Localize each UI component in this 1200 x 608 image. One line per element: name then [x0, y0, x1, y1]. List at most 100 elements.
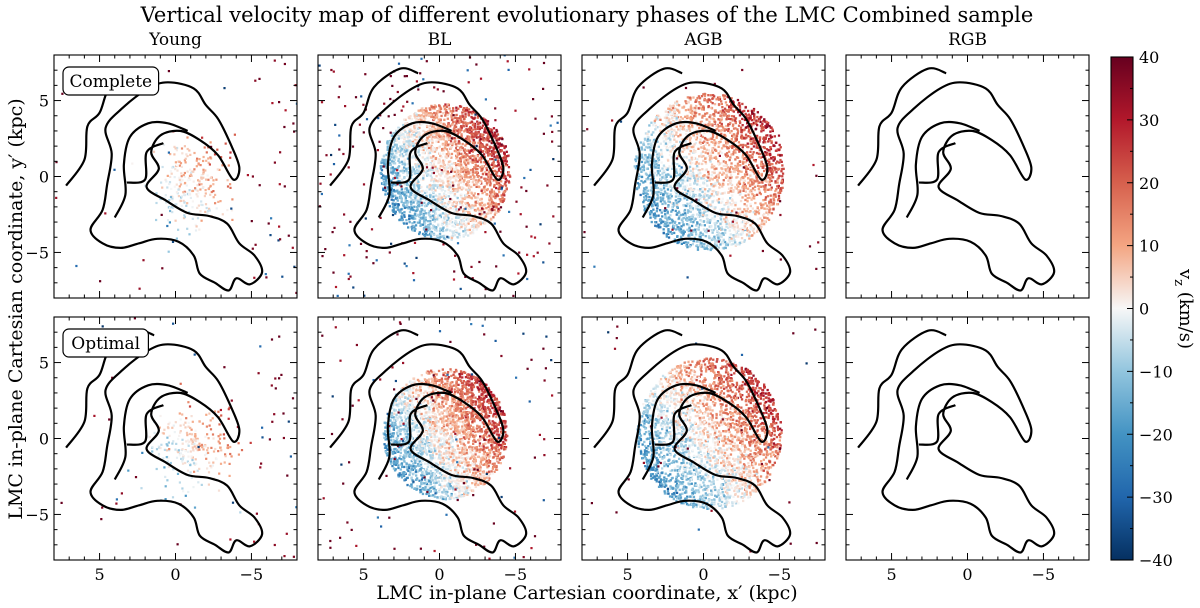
- star-point: [460, 145, 463, 149]
- star-point: [692, 150, 696, 153]
- star-point: [732, 123, 735, 126]
- star-point: [499, 137, 502, 140]
- star-point: [487, 173, 490, 177]
- star-point: [490, 190, 493, 193]
- star-point: [657, 224, 660, 227]
- star-point: [462, 121, 465, 124]
- star-point: [732, 151, 735, 154]
- star-point: [424, 212, 427, 215]
- star-point: [444, 195, 447, 198]
- star-point: [449, 192, 452, 195]
- star-point: [779, 158, 782, 162]
- star-point: [657, 190, 660, 194]
- star-point: [463, 210, 466, 213]
- star-point: [409, 194, 412, 197]
- star-point: [392, 162, 395, 165]
- star-point: [697, 95, 701, 98]
- star-point: [415, 206, 419, 209]
- star-point: [488, 198, 491, 201]
- star-point: [424, 131, 427, 134]
- star-point: [458, 105, 462, 108]
- star-point: [412, 168, 415, 171]
- outlier-point: [403, 262, 406, 265]
- outlier-point: [370, 228, 374, 231]
- outlier-point: [420, 201, 423, 204]
- star-point: [445, 156, 448, 159]
- outlier-point: [542, 132, 545, 135]
- star-point: [713, 215, 716, 218]
- star-point: [383, 175, 386, 178]
- outlier-point: [415, 256, 418, 259]
- star-point: [663, 209, 666, 212]
- star-point: [496, 194, 500, 198]
- star-point: [492, 158, 496, 161]
- star-point: [677, 226, 680, 229]
- star-point: [442, 181, 445, 185]
- star-point: [683, 211, 687, 215]
- star-point: [409, 128, 412, 131]
- star-point: [438, 121, 441, 124]
- star-point: [481, 191, 484, 195]
- star-point: [200, 183, 203, 186]
- star-point: [661, 209, 664, 212]
- star-point: [728, 167, 731, 170]
- star-point: [768, 211, 771, 214]
- star-point: [480, 180, 483, 183]
- star-point: [203, 195, 206, 198]
- star-point: [439, 198, 442, 201]
- star-point: [699, 134, 703, 137]
- star-point: [401, 167, 404, 170]
- star-point: [403, 190, 406, 193]
- star-point: [708, 128, 711, 131]
- star-point: [661, 202, 664, 206]
- star-point: [470, 132, 473, 136]
- star-point: [768, 124, 771, 128]
- star-point: [402, 191, 405, 194]
- star-point: [749, 164, 752, 168]
- star-point: [654, 118, 657, 121]
- outlier-point: [279, 151, 282, 154]
- star-point: [720, 226, 723, 229]
- star-point: [646, 146, 649, 149]
- star-point: [230, 209, 234, 212]
- star-point: [431, 160, 434, 163]
- star-point: [501, 157, 504, 160]
- star-point: [695, 99, 698, 102]
- star-point: [469, 196, 472, 199]
- star-point: [754, 142, 757, 145]
- star-point: [425, 168, 428, 171]
- outlier-point: [507, 68, 510, 71]
- star-point: [770, 179, 773, 183]
- star-point: [447, 155, 450, 158]
- star-point: [396, 199, 399, 202]
- star-point: [455, 173, 458, 176]
- star-point: [498, 175, 501, 178]
- star-point: [465, 149, 468, 152]
- star-point: [697, 205, 700, 208]
- outlier-point: [349, 220, 352, 223]
- star-point: [452, 175, 456, 178]
- star-point: [669, 139, 672, 142]
- star-point: [504, 177, 507, 180]
- star-point: [504, 145, 507, 148]
- outlier-point: [363, 294, 366, 297]
- outlier-point: [514, 109, 517, 112]
- star-point: [677, 128, 680, 131]
- star-point: [439, 196, 442, 200]
- star-point: [680, 191, 683, 194]
- outlier-point: [478, 260, 481, 264]
- star-point: [670, 156, 673, 159]
- star-point: [741, 210, 744, 214]
- star-point: [758, 155, 761, 159]
- star-point: [741, 148, 744, 151]
- outlier-point: [329, 173, 332, 176]
- outlier-point: [391, 84, 394, 87]
- star-point: [462, 235, 465, 238]
- star-point: [679, 174, 682, 177]
- star-point: [414, 217, 417, 220]
- star-point: [412, 155, 415, 158]
- outlier-point: [501, 159, 504, 162]
- star-point: [464, 174, 467, 177]
- star-point: [707, 204, 710, 207]
- star-point: [445, 207, 448, 210]
